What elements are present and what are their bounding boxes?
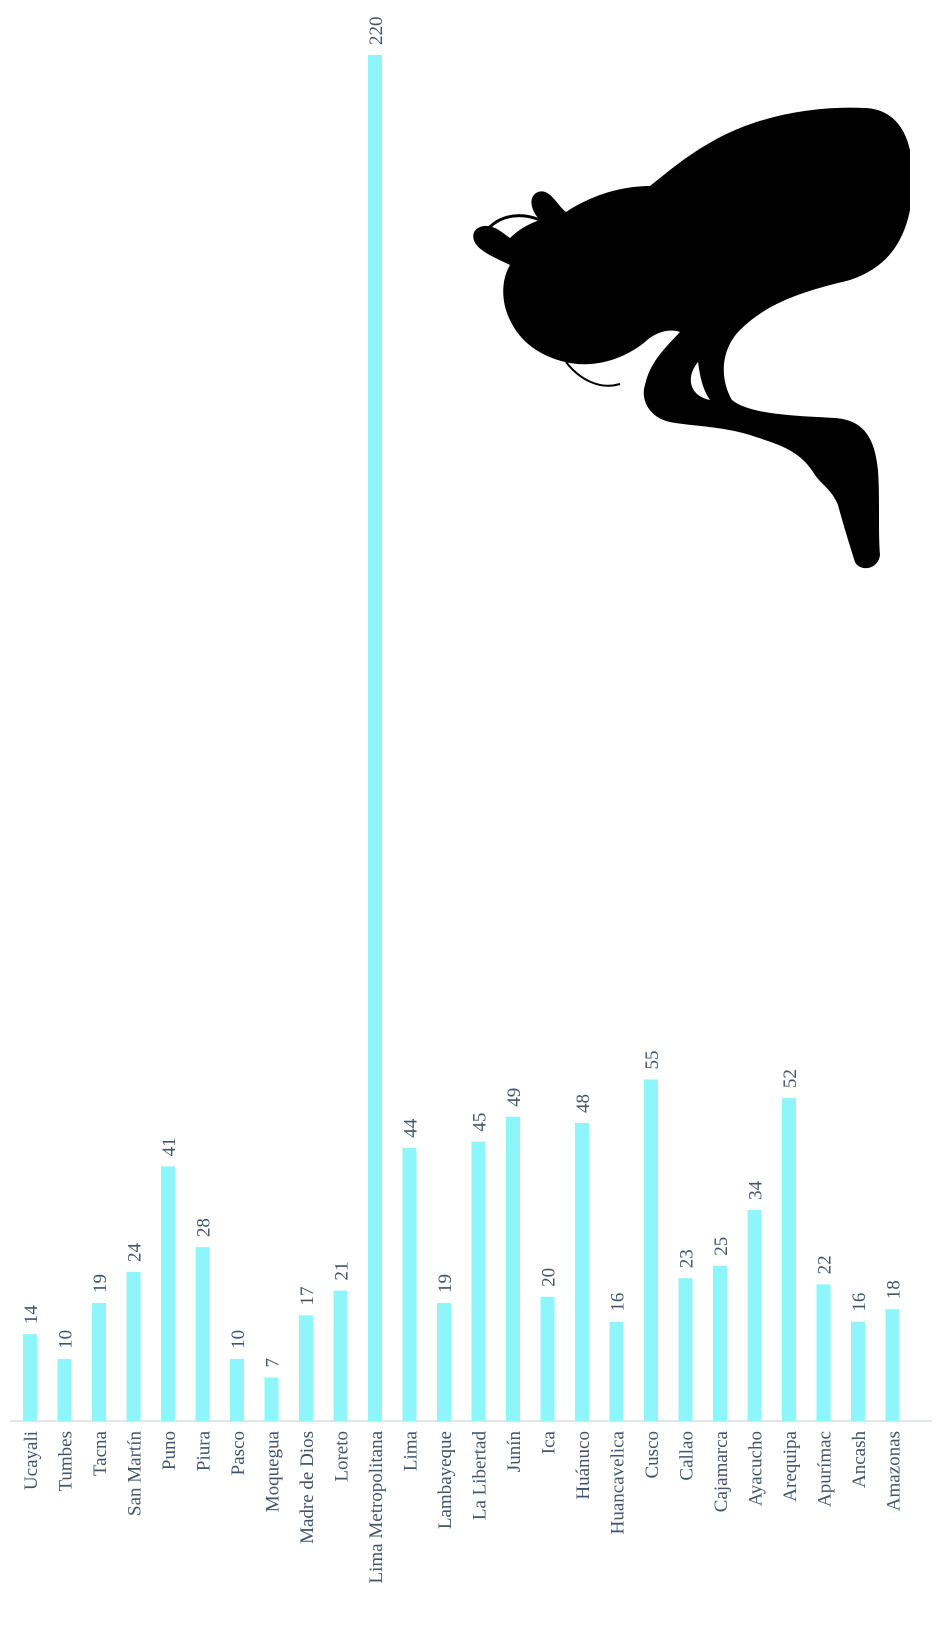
value-label-16: 48: [573, 1094, 594, 1113]
category-label-9: Loreto: [332, 1431, 353, 1482]
bar-17: [609, 1321, 624, 1421]
category-label-25: Amazonas: [884, 1431, 905, 1511]
value-label-13: 45: [470, 1113, 491, 1132]
category-label-14: Junín: [504, 1431, 525, 1473]
value-label-8: 17: [297, 1286, 318, 1305]
category-label-10: Lima Metropolitana: [366, 1430, 387, 1583]
bar-6: [230, 1358, 244, 1421]
category-label-21: Ayacucho: [746, 1431, 767, 1506]
bar-13: [471, 1141, 486, 1421]
value-label-22: 52: [780, 1069, 801, 1088]
value-label-24: 16: [849, 1293, 870, 1312]
value-label-25: 18: [884, 1280, 905, 1299]
value-label-20: 25: [711, 1237, 732, 1256]
bar-23: [816, 1284, 831, 1421]
bar-0: [23, 1334, 37, 1421]
category-label-1: Tumbes: [56, 1431, 77, 1492]
bar-7: [264, 1377, 279, 1421]
category-label-19: Callao: [677, 1431, 698, 1481]
bar-15: [540, 1296, 555, 1421]
category-label-23: Apurímac: [815, 1431, 836, 1507]
bar-5: [195, 1247, 210, 1421]
value-label-18: 55: [642, 1051, 663, 1070]
category-label-7: Moquegua: [263, 1430, 284, 1512]
bar-24: [851, 1321, 865, 1421]
bar-9: [333, 1290, 348, 1421]
value-label-3: 24: [125, 1242, 146, 1262]
person-silhouette-icon: [473, 107, 910, 569]
bar-11: [402, 1147, 417, 1421]
bar-14: [506, 1116, 520, 1421]
value-label-14: 49: [504, 1088, 525, 1107]
category-label-4: Puno: [159, 1431, 180, 1470]
bar-19: [678, 1278, 693, 1421]
value-label-6: 10: [228, 1330, 249, 1349]
value-label-0: 14: [21, 1305, 42, 1325]
category-label-5: Piura: [194, 1430, 215, 1471]
category-label-15: Ica: [539, 1430, 560, 1454]
bar-20: [713, 1265, 727, 1421]
category-label-18: Cusco: [642, 1431, 663, 1479]
bar-25: [885, 1309, 900, 1421]
bar-12: [437, 1303, 451, 1421]
category-label-22: Arequipa: [780, 1430, 801, 1501]
value-label-2: 19: [90, 1274, 111, 1293]
category-label-24: Ancash: [849, 1431, 870, 1488]
category-label-11: Lima: [401, 1430, 422, 1471]
bar-4: [161, 1166, 175, 1421]
value-label-15: 20: [539, 1268, 560, 1287]
bar-10: [368, 55, 382, 1421]
bar-18: [644, 1079, 658, 1421]
bar-8: [299, 1315, 313, 1421]
value-label-7: 7: [263, 1358, 284, 1368]
bar-21: [747, 1209, 762, 1421]
bar-16: [575, 1123, 589, 1421]
bar-1: [57, 1358, 72, 1421]
value-labels-group: 14 10 19 24 41 28 10 7 17 21 220 44 19 45 49 20 48 16 55 23…: [21, 17, 905, 1368]
value-label-1: 10: [56, 1330, 77, 1349]
category-label-13: La Libertad: [470, 1431, 491, 1521]
category-label-2: Tacna: [90, 1430, 111, 1476]
category-label-3: San Martín: [125, 1431, 146, 1516]
category-labels-group: Ucayali Tumbes Tacna San Martín Puno Piura Pas…: [21, 1430, 905, 1583]
value-label-12: 19: [435, 1274, 456, 1293]
value-label-21: 34: [746, 1180, 767, 1200]
bar-3: [126, 1272, 141, 1421]
value-label-23: 22: [815, 1255, 836, 1274]
category-label-6: Pasco: [228, 1431, 249, 1475]
category-label-17: Huancavelica: [608, 1430, 629, 1534]
bars-group: [23, 55, 900, 1421]
category-label-0: Ucayali: [21, 1431, 42, 1490]
value-label-10: 220: [366, 17, 387, 46]
value-label-11: 44: [401, 1118, 422, 1138]
category-label-16: Huánuco: [573, 1431, 594, 1500]
category-label-8: Madre de Dios: [297, 1431, 318, 1544]
value-label-9: 21: [332, 1262, 353, 1281]
bar-2: [92, 1303, 106, 1421]
category-label-12: Lambayeque: [435, 1431, 456, 1529]
bar-22: [782, 1098, 796, 1421]
value-label-19: 23: [677, 1249, 698, 1268]
value-label-4: 41: [159, 1137, 180, 1156]
value-label-5: 28: [194, 1218, 215, 1237]
value-label-17: 16: [608, 1293, 629, 1312]
category-label-20: Cajamarca: [711, 1430, 732, 1512]
